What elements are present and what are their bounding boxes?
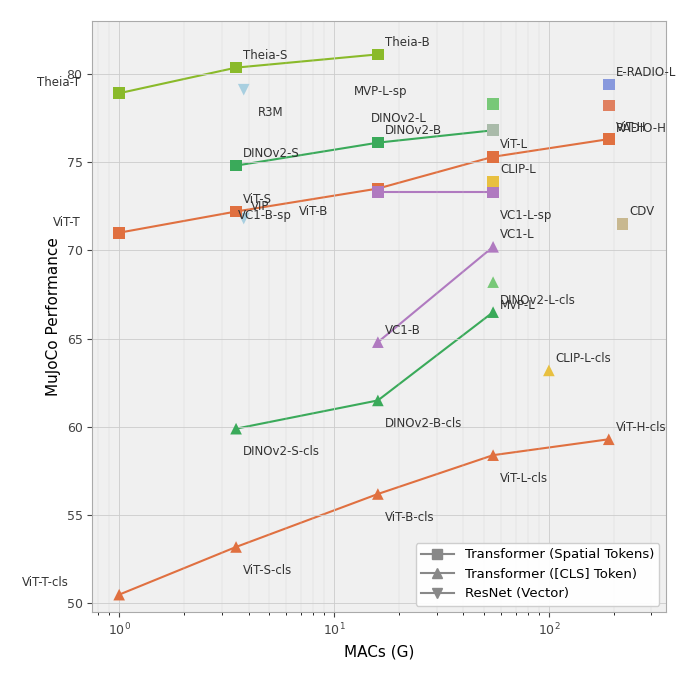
Text: ViT-T: ViT-T — [52, 216, 80, 228]
Point — [230, 160, 241, 171]
Point — [603, 100, 615, 111]
Text: CLIP-L-cls: CLIP-L-cls — [556, 352, 612, 365]
Text: Theia-B: Theia-B — [385, 36, 430, 49]
Text: MVP-L: MVP-L — [500, 299, 536, 312]
Point — [372, 337, 384, 347]
Text: VC1-B: VC1-B — [385, 324, 421, 337]
Point — [372, 137, 384, 148]
Point — [113, 589, 125, 600]
Point — [487, 176, 498, 187]
Text: R3M: R3M — [258, 106, 284, 120]
Text: ViT-L: ViT-L — [500, 138, 528, 151]
Text: ViT-S: ViT-S — [243, 193, 272, 206]
Text: ViT-H-cls: ViT-H-cls — [616, 421, 666, 434]
Point — [372, 49, 384, 60]
Text: DINOv2-B: DINOv2-B — [385, 124, 442, 137]
Point — [372, 186, 384, 197]
Text: VC1-B-sp: VC1-B-sp — [238, 209, 292, 222]
Text: MVP-L-sp: MVP-L-sp — [354, 85, 407, 98]
Point — [230, 541, 241, 552]
Y-axis label: MuJoCo Performance: MuJoCo Performance — [46, 237, 61, 396]
Point — [603, 134, 615, 145]
Text: Theia-S: Theia-S — [243, 49, 288, 62]
Point — [113, 88, 125, 99]
Text: DINOv2-B-cls: DINOv2-B-cls — [385, 417, 462, 430]
Point — [230, 206, 241, 217]
Point — [487, 186, 498, 197]
Text: RADIO-H: RADIO-H — [616, 122, 666, 135]
Text: VIP: VIP — [251, 200, 269, 213]
Text: DINOv2-L-cls: DINOv2-L-cls — [500, 294, 576, 307]
Point — [372, 395, 384, 406]
Point — [372, 488, 384, 499]
Point — [487, 241, 498, 252]
Text: DINOv2-S: DINOv2-S — [243, 147, 300, 160]
Text: ViT-L-cls: ViT-L-cls — [500, 472, 548, 485]
Text: VC1-L: VC1-L — [500, 228, 535, 241]
Text: ViT-B: ViT-B — [298, 205, 328, 218]
Text: DINOv2-S-cls: DINOv2-S-cls — [243, 445, 320, 458]
Point — [487, 277, 498, 288]
Text: ViT-T-cls: ViT-T-cls — [22, 576, 69, 589]
Point — [487, 125, 498, 136]
Point — [487, 99, 498, 109]
Point — [113, 227, 125, 238]
Text: CLIP-L: CLIP-L — [500, 163, 536, 176]
Point — [617, 218, 628, 229]
Point — [230, 423, 241, 434]
Text: ViT-H: ViT-H — [616, 120, 646, 133]
Text: E-RADIO-L: E-RADIO-L — [616, 66, 676, 79]
Point — [238, 84, 249, 95]
Point — [487, 152, 498, 163]
Text: ViT-S-cls: ViT-S-cls — [243, 564, 293, 577]
Point — [603, 79, 615, 90]
Point — [487, 307, 498, 318]
Point — [603, 434, 615, 445]
Text: ViT-B-cls: ViT-B-cls — [385, 511, 435, 524]
Point — [372, 183, 384, 194]
Point — [230, 62, 241, 73]
Text: VC1-L-sp: VC1-L-sp — [500, 209, 552, 222]
Text: Theia-T: Theia-T — [37, 76, 80, 89]
Legend: Transformer (Spatial Tokens), Transformer ([CLS] Token), ResNet (Vector): Transformer (Spatial Tokens), Transforme… — [416, 543, 659, 606]
Point — [238, 213, 249, 224]
Point — [543, 365, 554, 376]
X-axis label: MACs (G): MACs (G) — [344, 644, 414, 659]
Text: DINOv2-L: DINOv2-L — [370, 112, 426, 124]
Point — [487, 449, 498, 460]
Text: CDV: CDV — [629, 205, 655, 218]
